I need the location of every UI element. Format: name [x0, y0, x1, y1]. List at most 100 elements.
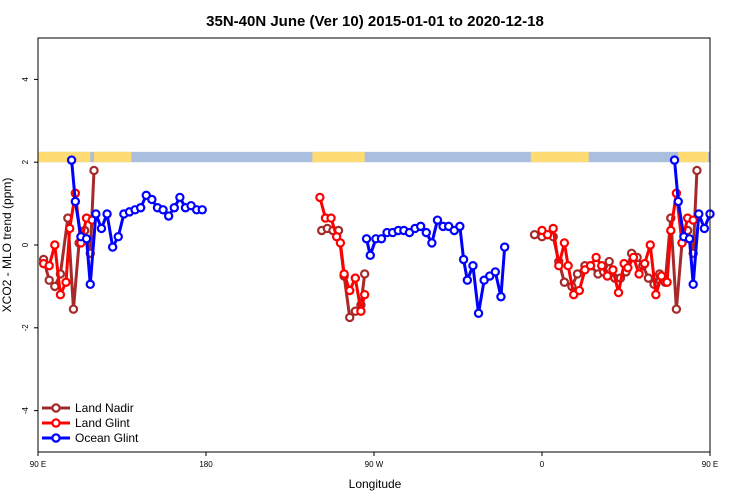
data-point: [107, 242, 118, 252]
legend-label: Ocean Glint: [75, 431, 139, 445]
data-point: [554, 261, 564, 271]
data-point: [529, 229, 540, 240]
x-tick-label: 180: [199, 460, 213, 469]
series-layer: [38, 155, 715, 323]
data-point: [639, 258, 650, 269]
data-point: [490, 267, 501, 277]
y-tick-label: -2: [21, 324, 30, 332]
legend-marker: [51, 433, 61, 443]
data-point: [345, 312, 355, 323]
data-point: [197, 205, 207, 215]
series-ocean-glint: [66, 155, 715, 319]
data-point: [669, 155, 680, 165]
data-point: [628, 252, 639, 263]
legend-item: Land Glint: [42, 416, 130, 430]
data-point: [376, 234, 387, 244]
data-point: [61, 277, 71, 287]
data-point: [548, 223, 558, 234]
x-tick-label: 90 E: [702, 460, 718, 469]
y-tick-label: -4: [21, 406, 30, 414]
data-point: [458, 254, 469, 265]
data-point: [651, 289, 661, 300]
data-point: [350, 273, 361, 283]
data-point: [623, 263, 633, 273]
data-point: [455, 221, 465, 232]
x-tick-label: 0: [540, 460, 545, 469]
data-point: [634, 269, 644, 279]
data-point: [608, 265, 618, 275]
data-point: [361, 234, 372, 244]
data-point: [684, 234, 695, 244]
data-point: [359, 289, 370, 300]
data-point: [50, 281, 60, 292]
legend-label: Land Glint: [75, 416, 130, 430]
data-point: [68, 304, 79, 314]
y-axis-label: XCO2 - MLO trend (ppm): [0, 178, 14, 313]
data-point: [692, 165, 702, 176]
data-point: [158, 205, 168, 215]
legend-marker: [51, 418, 61, 428]
land-ocean-mask: [38, 151, 710, 163]
y-tick-label: 2: [21, 159, 30, 164]
data-point: [542, 229, 553, 240]
data-point: [66, 155, 77, 165]
data-point: [365, 250, 375, 261]
data-point: [335, 238, 346, 248]
y-tick-label: 0: [21, 242, 30, 247]
data-point: [694, 209, 704, 219]
legend-item: Ocean Glint: [42, 431, 139, 445]
data-point: [613, 287, 624, 298]
x-tick-label: 90 E: [30, 460, 46, 469]
data-point: [65, 223, 75, 234]
data-point: [643, 273, 654, 283]
data-point: [656, 271, 667, 281]
y-axis: 4 2 0 -2 -4: [21, 77, 38, 414]
land-segment: [678, 151, 709, 163]
data-point: [339, 269, 349, 279]
land-segment: [312, 151, 365, 163]
data-point: [591, 252, 601, 263]
data-point: [44, 275, 54, 285]
land-segment: [94, 151, 132, 163]
data-point: [113, 232, 123, 242]
x-axis: 90 E 180 90 W 0 90 E: [30, 452, 718, 469]
x-axis-label: Longitude: [349, 477, 402, 491]
data-point: [462, 275, 473, 285]
data-point: [496, 292, 506, 302]
data-point: [688, 279, 698, 290]
data-point: [55, 289, 66, 300]
data-point: [415, 221, 426, 232]
data-point: [699, 223, 710, 234]
data-point: [169, 203, 179, 213]
data-point: [688, 215, 698, 225]
data-point: [356, 306, 366, 316]
data-point: [563, 261, 573, 271]
data-point: [559, 277, 570, 287]
data-point: [604, 256, 614, 267]
data-point: [572, 269, 583, 279]
data-point: [671, 304, 682, 314]
data-point: [585, 261, 596, 271]
data-point: [91, 209, 101, 219]
data-point: [421, 227, 431, 238]
data-point: [102, 209, 112, 219]
data-point: [44, 261, 54, 271]
y-tick-label: 4: [21, 77, 30, 82]
data-point: [559, 238, 570, 248]
ocean-band: [38, 151, 710, 163]
legend-item: Land Nadir: [42, 401, 134, 415]
data-point: [345, 285, 355, 296]
data-point: [432, 215, 443, 225]
data-point: [499, 242, 510, 252]
data-point: [50, 240, 60, 250]
x-tick-label: 90 W: [365, 460, 384, 469]
data-point: [315, 192, 325, 203]
data-point: [468, 261, 478, 271]
series-land-nadir: [38, 165, 702, 323]
legend-label: Land Nadir: [75, 401, 134, 415]
series-land-glint: [38, 188, 698, 316]
data-point: [359, 269, 370, 279]
data-point: [473, 308, 484, 319]
data-point: [96, 223, 107, 234]
